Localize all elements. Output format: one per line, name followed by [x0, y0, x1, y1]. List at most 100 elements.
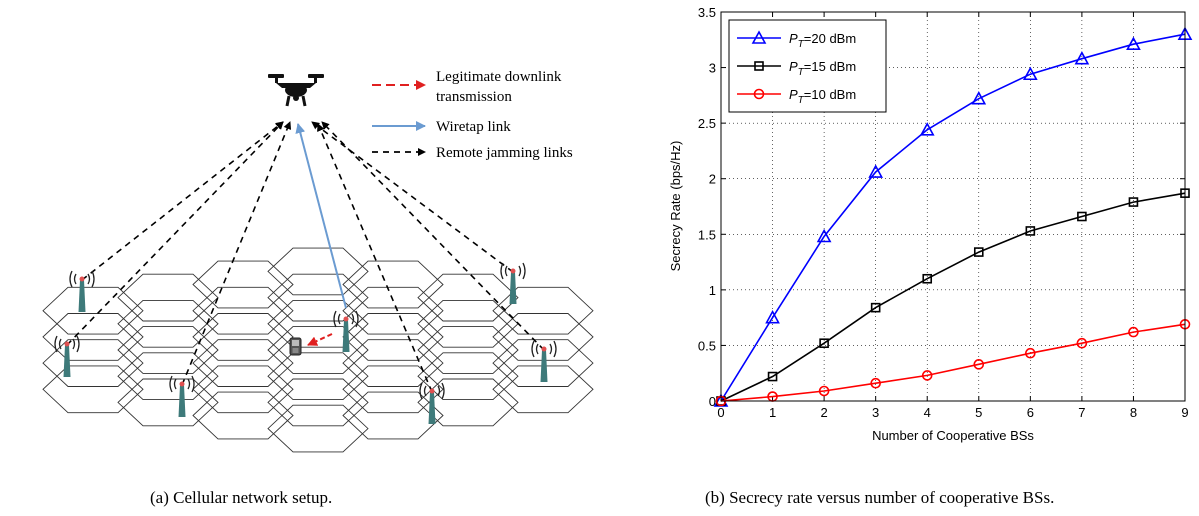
x-tick-label: 3: [872, 405, 879, 420]
data-point: [868, 164, 884, 178]
jamming-link: [321, 121, 545, 351]
x-tick-label: 5: [975, 405, 982, 420]
series-line: [720, 323, 1186, 402]
data-point: [1025, 347, 1036, 359]
legend-marker: [753, 88, 765, 100]
hex-cell: [267, 273, 369, 322]
hex-cell: [342, 339, 444, 387]
base-station-icon: [54, 335, 80, 377]
hex-cell: [342, 391, 444, 440]
hex-cell: [267, 404, 369, 453]
x-tick-label: 2: [820, 405, 827, 420]
jamming-link: [66, 121, 284, 346]
data-point: [816, 228, 832, 243]
legend-downlink-label-1: Legitimate downlink: [436, 69, 562, 85]
data-point: [973, 359, 985, 370]
x-tick-label: 7: [1078, 405, 1085, 420]
hex-cell: [117, 299, 219, 348]
hex-cell: [42, 313, 144, 361]
hex-cell: [117, 273, 219, 322]
hex-cell: [492, 286, 594, 335]
caption-figure-b: (b) Secrecy rate versus number of cooper…: [705, 488, 1055, 507]
y-tick-label: 0.5: [698, 338, 716, 353]
legend-entry: PT=20 dBm: [737, 30, 856, 50]
y-tick-label: 1: [709, 283, 716, 298]
hex-cell: [342, 260, 444, 309]
legitimate-downlink-arrow: [307, 333, 333, 346]
base-station-icon: [419, 382, 445, 424]
hex-cell: [492, 313, 594, 361]
data-point: [922, 273, 933, 284]
hex-cell: [267, 247, 369, 296]
hex-cell: [492, 365, 594, 414]
hex-cell: [192, 313, 294, 361]
legend-entry: PT=10 dBm: [737, 87, 856, 106]
hex-cell: [417, 326, 519, 374]
mobile-phone-icon: [289, 337, 302, 356]
caption-figure-a: (a) Cellular network setup.: [150, 488, 333, 507]
legend-label: PT=10 dBm: [789, 87, 856, 106]
jamming-link: [81, 121, 284, 281]
jamming-link: [181, 121, 292, 386]
legend-wiretap-label: Wiretap link: [436, 119, 511, 135]
data-point: [921, 370, 933, 381]
x-tick-label: 6: [1027, 405, 1034, 420]
base-station-icon: [531, 340, 557, 382]
base-station-icon: [169, 375, 195, 417]
y-tick-label: 3.5: [698, 5, 716, 20]
hex-cell: [417, 273, 519, 322]
hex-cell: [192, 391, 294, 440]
hex-cell: [492, 339, 594, 387]
base-station-icon: [333, 310, 359, 352]
hex-cell: [267, 326, 369, 374]
hex-cell: [342, 365, 444, 414]
y-tick-label: 2: [709, 172, 716, 187]
hex-cell: [117, 326, 219, 374]
data-point: [973, 247, 984, 257]
x-tick-label: 8: [1130, 405, 1137, 420]
data-point: [767, 371, 778, 382]
hex-cell: [267, 378, 369, 427]
chart-series: [713, 26, 1193, 407]
data-point: [1025, 226, 1036, 236]
y-axis-label: Secrecy Rate (bps/Hz): [668, 141, 683, 272]
diagram-legend: Legitimate downlink transmission Wiretap…: [372, 69, 573, 161]
hex-cell: [267, 299, 369, 348]
hex-cell: [117, 352, 219, 401]
legend-entry: PT=15 dBm: [737, 59, 856, 78]
data-point: [870, 302, 881, 313]
y-tick-label: 1.5: [698, 227, 716, 242]
hex-cell: [192, 260, 294, 309]
jamming-link: [311, 121, 514, 273]
data-point: [919, 122, 935, 136]
x-tick-label: 4: [924, 405, 931, 420]
data-point: [870, 377, 881, 389]
x-tick-label: 1: [769, 405, 776, 420]
cellular-network-diagram: Legitimate downlink transmission Wiretap…: [42, 69, 594, 453]
base-station-icon: [500, 262, 526, 304]
legend-marker: [751, 30, 767, 44]
data-point: [1076, 337, 1088, 349]
hex-cell: [417, 352, 519, 401]
remote-jamming-links: [66, 121, 545, 393]
hex-cell: [42, 339, 144, 387]
data-point: [1077, 211, 1087, 222]
data-point: [1022, 66, 1038, 81]
series-circle: [715, 319, 1191, 407]
hex-cell: [417, 299, 519, 348]
hex-cell: [192, 286, 294, 335]
hex-cell: [42, 286, 144, 335]
x-tick-label: 9: [1181, 405, 1188, 420]
x-tick-label: 0: [717, 405, 724, 420]
legend-label: PT=20 dBm: [789, 31, 856, 50]
drone-icon: [268, 74, 324, 107]
legend-marker: [754, 61, 764, 71]
data-point: [1128, 197, 1139, 207]
data-point: [765, 309, 780, 324]
series-line: [720, 192, 1186, 402]
legend-label: PT=15 dBm: [789, 59, 856, 78]
hex-cell: [192, 339, 294, 387]
hex-cell: [117, 378, 219, 427]
wiretap-link: [295, 123, 347, 309]
legend-downlink-label-2: transmission: [436, 89, 512, 105]
